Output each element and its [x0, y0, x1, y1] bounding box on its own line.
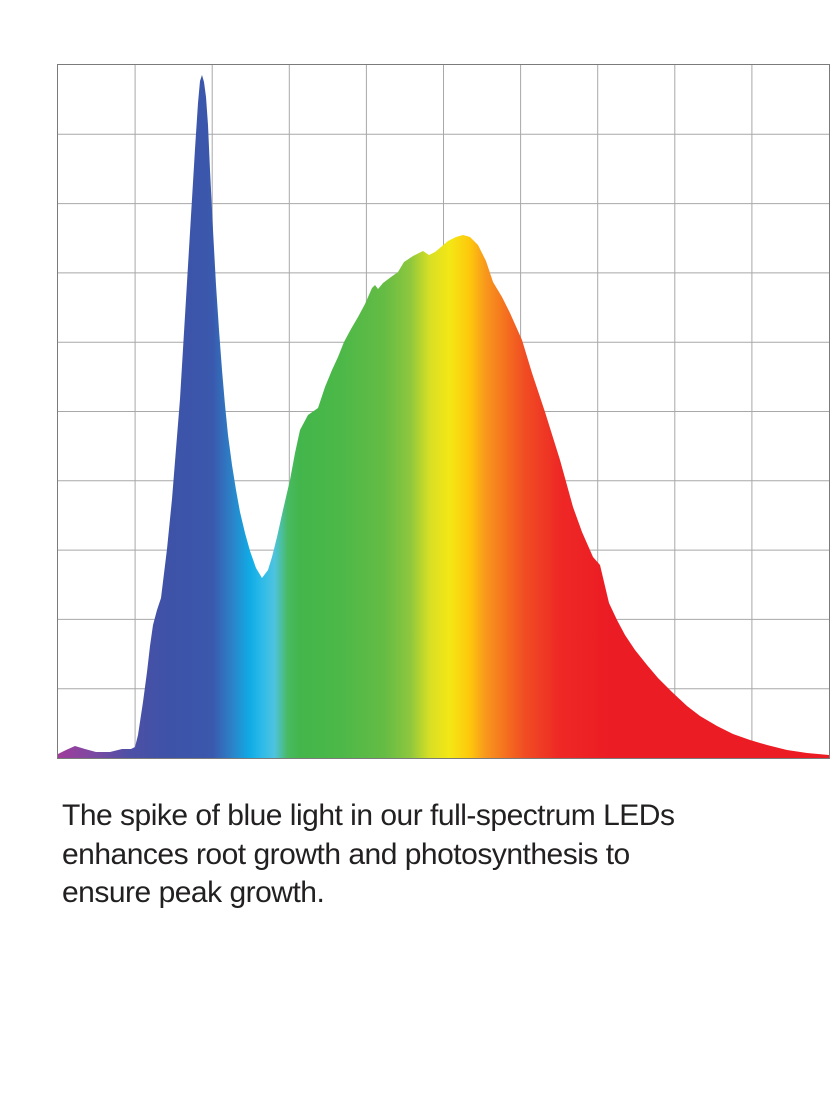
- spectrum-area: [58, 75, 829, 758]
- spectrum-chart-frame: [57, 64, 830, 759]
- caption-line-2: enhances root growth and photosynthesis …: [62, 837, 630, 871]
- caption-line-3: ensure peak growth.: [62, 876, 325, 909]
- caption-text: The spike of blue light in our full-spec…: [62, 797, 792, 913]
- led-spectrum-chart: [58, 65, 829, 758]
- caption-line-1: The spike of blue light in our full-spec…: [62, 799, 675, 832]
